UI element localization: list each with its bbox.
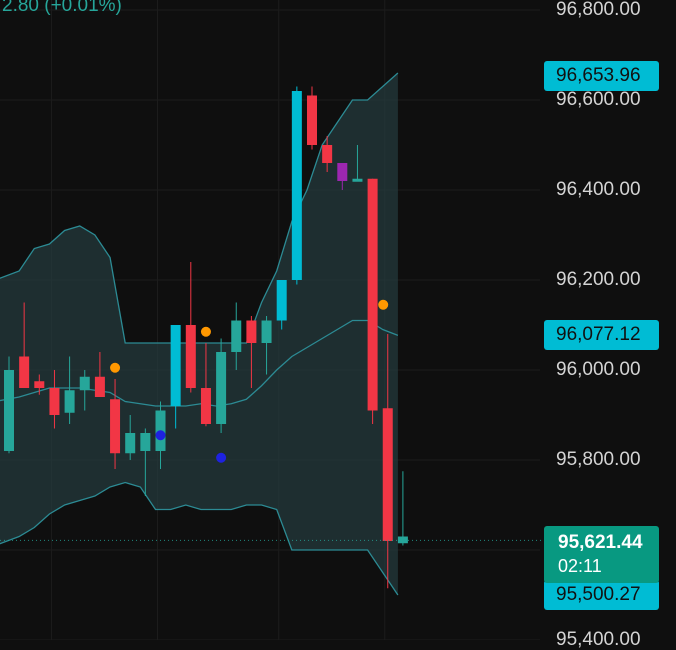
candle bbox=[246, 316, 257, 388]
candle bbox=[322, 136, 333, 172]
candle bbox=[49, 370, 60, 429]
price-axis-tick-label: 95,800.00 bbox=[556, 449, 641, 470]
signal-markers bbox=[110, 299, 389, 463]
band-upper-line bbox=[0, 72, 399, 344]
candle bbox=[261, 316, 272, 375]
candle-body bbox=[185, 325, 196, 388]
candle-body bbox=[276, 280, 287, 321]
candle bbox=[231, 302, 242, 370]
candle-body bbox=[382, 408, 393, 541]
candle bbox=[291, 86, 302, 285]
price-change-text: 2.80 (+0.01%) bbox=[2, 0, 122, 16]
candle-body bbox=[337, 163, 348, 181]
candle bbox=[4, 356, 14, 454]
candle-body bbox=[231, 320, 242, 352]
candle-body bbox=[140, 433, 151, 451]
candle bbox=[125, 415, 136, 460]
price-tag-label: 95,500.27 bbox=[544, 579, 659, 610]
candle-body bbox=[125, 433, 136, 454]
candle-countdown-timer: 02:11 bbox=[558, 556, 602, 576]
candle bbox=[367, 178, 378, 424]
candle bbox=[79, 370, 90, 411]
candle bbox=[185, 262, 196, 393]
candle-body bbox=[216, 352, 227, 424]
price-axis-tick-label: 96,800.00 bbox=[556, 0, 641, 20]
price-tag-label: 96,653.96 bbox=[544, 60, 659, 91]
candle-body bbox=[64, 390, 75, 413]
price-tag-label: 96,077.12 bbox=[544, 320, 659, 351]
candle bbox=[64, 356, 75, 424]
candle-body bbox=[291, 91, 302, 280]
candle-body bbox=[170, 325, 181, 406]
candle bbox=[397, 471, 408, 546]
candle bbox=[94, 352, 105, 397]
candle-body bbox=[200, 388, 211, 424]
current-price-tag: 95,621.44 02:11 bbox=[544, 526, 659, 583]
candle-body bbox=[367, 178, 378, 411]
candle bbox=[382, 334, 393, 589]
candle bbox=[216, 338, 227, 433]
candle bbox=[34, 374, 45, 395]
candle-body bbox=[307, 95, 317, 145]
price-axis-tick-label: 96,000.00 bbox=[556, 359, 641, 380]
candle-body bbox=[49, 388, 60, 415]
signal-dot bbox=[200, 326, 211, 337]
candle-body bbox=[352, 178, 363, 182]
candle bbox=[276, 280, 287, 330]
band-lower-line bbox=[0, 481, 399, 596]
candle-body bbox=[79, 376, 90, 391]
candle bbox=[200, 343, 211, 427]
signal-dot bbox=[216, 452, 227, 463]
signal-dot bbox=[110, 362, 121, 373]
band-fill bbox=[0, 73, 398, 595]
candle bbox=[110, 379, 121, 469]
candle bbox=[19, 302, 30, 388]
price-axis-tick-label: 96,600.00 bbox=[556, 89, 641, 110]
signal-dot bbox=[155, 430, 166, 441]
candle-body bbox=[34, 381, 45, 388]
price-axis-tick-label: 96,200.00 bbox=[556, 269, 641, 290]
candle-body bbox=[4, 370, 14, 451]
candle bbox=[170, 325, 181, 429]
candle-body bbox=[397, 536, 408, 544]
candles bbox=[4, 86, 408, 589]
signal-dot bbox=[378, 299, 389, 310]
bollinger-bands bbox=[0, 72, 399, 596]
candle-body bbox=[322, 145, 333, 163]
candle bbox=[352, 145, 363, 182]
candle-body bbox=[110, 399, 121, 454]
candle-body bbox=[94, 376, 105, 397]
candle bbox=[337, 163, 348, 190]
candle-body bbox=[246, 320, 257, 343]
candle bbox=[307, 86, 317, 150]
candle bbox=[140, 428, 151, 496]
price-axis-tick-label: 96,400.00 bbox=[556, 179, 641, 200]
candle-body bbox=[261, 320, 272, 343]
price-axis-tick-label: 95,400.00 bbox=[556, 629, 641, 650]
current-price-label: 95,621.44 bbox=[558, 532, 643, 553]
candle-body bbox=[19, 356, 30, 388]
